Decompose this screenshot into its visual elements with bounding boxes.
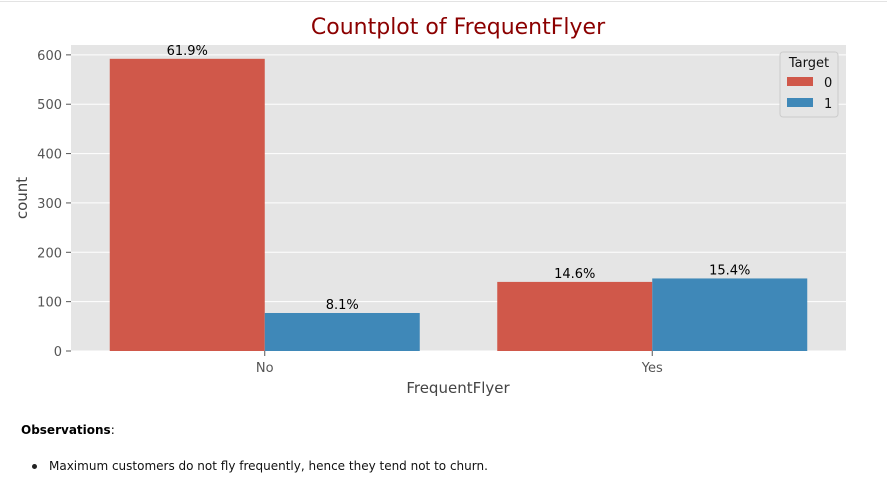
list-item: Maximum customers do not fly frequently,… xyxy=(49,459,488,473)
bar xyxy=(652,278,808,351)
observations-heading: Observations: xyxy=(21,423,115,437)
x-tick-label: No xyxy=(256,361,274,376)
y-axis-label: count xyxy=(13,177,31,219)
bars xyxy=(109,58,808,351)
bullet-icon xyxy=(32,464,37,469)
y-tick-label: 500 xyxy=(37,98,62,113)
bar xyxy=(264,312,420,351)
observations-colon: : xyxy=(110,423,115,437)
data-label: 8.1% xyxy=(326,298,359,313)
observations-heading-bold: Observations xyxy=(21,423,111,437)
x-tick-label: Yes xyxy=(641,361,663,376)
countplot-chart: Countplot of FrequentFlyer 61.9% 8.1% 14.6… xyxy=(13,15,846,397)
y-tick-label: 200 xyxy=(37,246,62,261)
data-label: 15.4% xyxy=(709,263,750,278)
bar-labels: 61.9% 8.1% 14.6% 15.4% xyxy=(167,44,751,313)
legend: Target 0 1 xyxy=(779,51,839,118)
y-tick-label: 400 xyxy=(37,148,62,163)
bar xyxy=(497,281,653,351)
legend-label-1: 1 xyxy=(824,97,832,112)
chart-title: Countplot of FrequentFlyer xyxy=(311,15,606,40)
legend-swatch-0 xyxy=(787,77,813,86)
y-tick-label: 600 xyxy=(37,49,62,64)
y-tick-label: 300 xyxy=(37,197,62,212)
x-axis: No Yes xyxy=(256,351,663,376)
bar xyxy=(109,58,265,351)
x-axis-label: FrequentFlyer xyxy=(406,379,510,397)
legend-swatch-1 xyxy=(787,98,813,107)
y-axis: 0 100 200 300 400 500 600 xyxy=(37,49,71,360)
top-divider xyxy=(0,1,887,2)
data-label: 14.6% xyxy=(554,267,595,282)
legend-title: Target xyxy=(788,56,829,71)
y-tick-label: 0 xyxy=(54,345,62,360)
y-tick-label: 100 xyxy=(37,296,62,311)
data-label: 61.9% xyxy=(167,44,208,59)
legend-label-0: 0 xyxy=(824,76,832,91)
